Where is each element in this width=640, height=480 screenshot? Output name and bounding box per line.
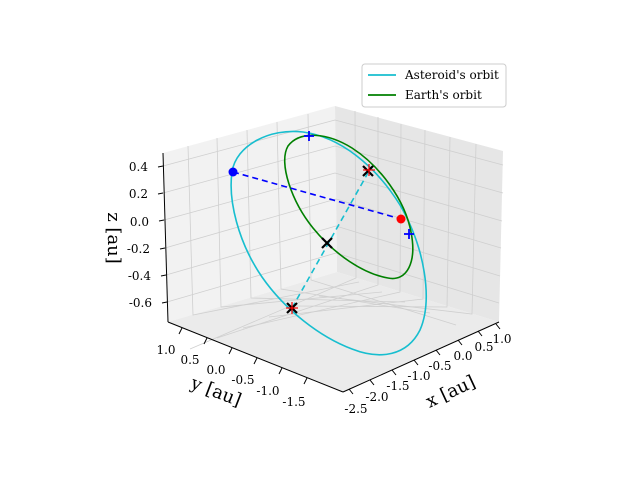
y-tick-4: -1.0 [256,384,279,398]
marker-plus-1 [304,131,314,141]
x-axis-line [342,321,500,393]
z-axis-label: z [au] [103,212,124,264]
marker-plus-2 [404,229,414,239]
marker-x-2 [321,237,333,249]
y-tick-3: -0.5 [231,373,254,387]
legend-box [361,63,507,108]
orbits [230,130,427,356]
y-tick-5: -1.5 [282,395,305,409]
marker-star-1 [363,164,375,176]
z-tick-4: -0.4 [128,269,152,283]
axis-lines [162,152,500,393]
y-tick-labels: 1.0 0.5 0.0 -0.5-1.0-1.5 [156,343,305,409]
x-tick-3: -1.0 [407,369,430,383]
legend-label-earth: Earth's orbit [405,88,482,102]
connector-dashed-cyan [291,170,370,309]
markers [228,131,414,314]
z-tick-1: 0.2 [129,187,148,201]
y-tick-0: 1.0 [156,343,175,357]
z-tick-2: 0.0 [130,215,149,229]
y-axis-line [167,321,344,393]
x-axis-label: x [au] [423,371,479,412]
x-tick-0: -2.5 [344,402,367,416]
legend: Asteroid's orbit Earth's orbit [361,63,507,108]
z-tick-3: -0.2 [127,242,150,256]
x-tick-5: 0.0 [453,349,472,363]
z-tick-0: 0.4 [129,160,148,174]
series-earth-orbit [283,134,414,280]
legend-label-asteroid: Asteroid's orbit [404,68,499,82]
x-tick-6: 0.5 [474,340,493,354]
right-pane [335,106,503,322]
axes-panes [163,106,503,392]
y-tick-2: 0.0 [206,363,225,377]
series-asteroid-orbit [230,130,427,356]
x-tick-1: -2.0 [365,390,388,404]
x-tick-2: -1.5 [386,379,409,393]
marker-dot-blue [228,167,238,177]
z-tick-5: -0.6 [129,296,152,310]
grid-lines [162,110,504,350]
x-tick-labels: -2.5-2.0-1.5-1.0-0.50.00.51.0 [344,332,511,416]
tick-marks [157,165,501,395]
marker-star-2 [286,302,298,314]
x-tick-4: -0.5 [428,359,451,373]
z-tick-labels: 0.4 0.2 0.0 -0.2 -0.4 -0.6 [127,160,152,310]
z-axis-line [162,152,169,323]
marker-x-1 [362,165,374,177]
left-pane [163,106,337,322]
floor-pane [168,272,499,392]
connector-dashed-blue [232,171,402,220]
marker-dot-red [396,214,406,224]
x-tick-7: 1.0 [492,332,511,346]
y-tick-1: 0.5 [180,353,199,367]
